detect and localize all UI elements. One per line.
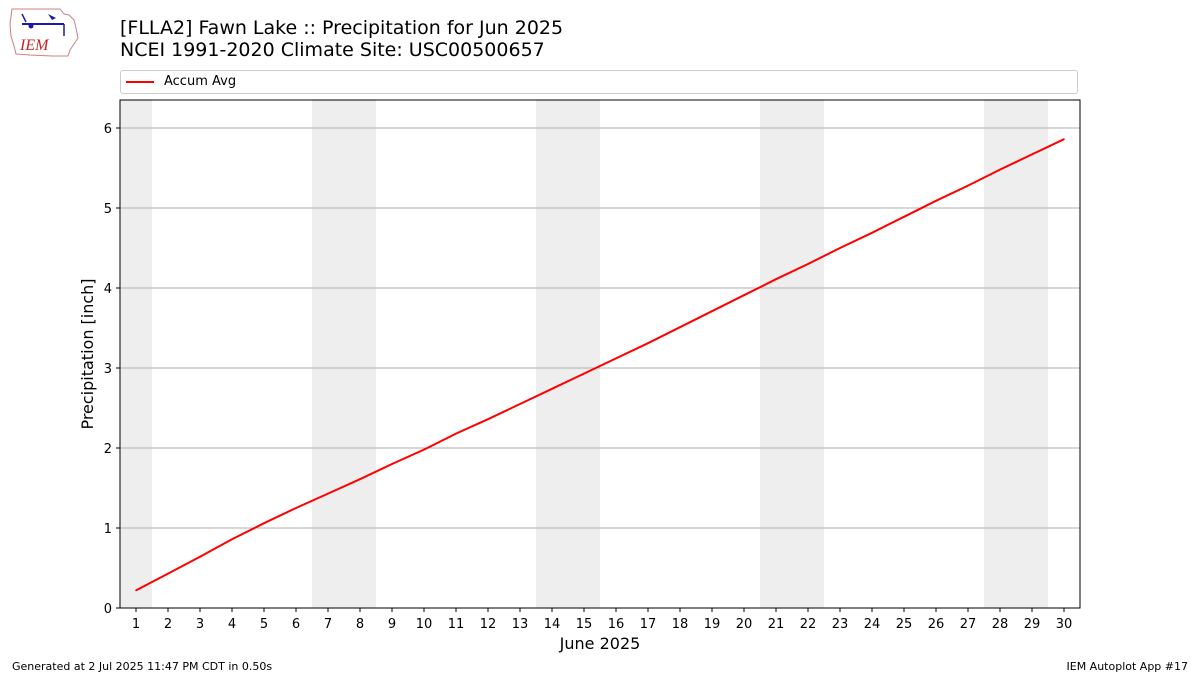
data-point (967, 184, 969, 187)
data-point (615, 357, 617, 360)
x-tick-label: 5 (260, 617, 268, 632)
data-point (135, 589, 137, 592)
data-point (647, 342, 649, 345)
weekend-band (792, 100, 824, 608)
weekend-band (312, 100, 344, 608)
data-point (999, 168, 1001, 171)
x-tick-label: 1 (132, 617, 140, 632)
x-tick-label: 27 (960, 617, 977, 632)
data-point (519, 403, 521, 405)
data-point (295, 507, 297, 509)
data-point (679, 326, 681, 329)
x-tick-label: 30 (1056, 617, 1073, 632)
x-tick-label: 13 (512, 617, 529, 632)
x-tick-label: 22 (800, 617, 817, 632)
data-point (231, 538, 233, 540)
y-tick-label: 0 (104, 602, 112, 617)
chart-subtitle: NCEI 1991-2020 Climate Site: USC00500657 (120, 39, 545, 61)
data-point (839, 247, 841, 249)
plot-frame (119, 99, 1081, 609)
x-tick-label: 4 (228, 617, 236, 632)
chart-title: [FLLA2] Fawn Lake :: Precipitation for J… (120, 17, 564, 39)
legend-label: Accum Avg (164, 74, 237, 89)
x-tick-label: 20 (736, 617, 753, 632)
y-tick-label: 3 (104, 362, 112, 377)
app-credit: IEM Autoplot App #17 (1066, 660, 1189, 673)
x-tick-label: 2 (164, 617, 172, 632)
x-tick-label: 17 (640, 617, 657, 632)
x-tick-label: 8 (356, 617, 364, 632)
y-tick-label: 2 (104, 442, 112, 457)
data-point (775, 278, 777, 281)
x-tick-label: 6 (292, 617, 300, 632)
x-tick-label: 16 (608, 617, 625, 632)
data-point (327, 492, 329, 495)
weekend-band (760, 100, 792, 608)
data-point (423, 448, 425, 451)
iem-logo: IEM (9, 8, 79, 57)
series-line-accum-avg (135, 138, 1065, 592)
x-tick-label: 12 (480, 617, 497, 632)
data-point (807, 263, 809, 265)
data-point (1063, 138, 1065, 140)
data-point (455, 432, 457, 435)
y-tick-label: 6 (104, 122, 112, 137)
data-point (711, 310, 713, 313)
weekend-band (536, 100, 568, 608)
weekend-band (344, 100, 376, 608)
data-point (743, 294, 745, 297)
x-tick-label: 28 (992, 617, 1009, 632)
weekend-band (984, 100, 1016, 608)
data-point (263, 522, 265, 524)
x-tick-label: 11 (448, 617, 465, 632)
logo-text: IEM (19, 37, 50, 54)
y-tick-label: 5 (104, 202, 112, 217)
data-point (583, 372, 585, 375)
x-tick-label: 15 (576, 617, 593, 632)
x-tick-label: 14 (544, 617, 561, 632)
x-tick-label: 3 (196, 617, 204, 632)
x-tick-label: 19 (704, 617, 721, 632)
x-tick-label: 10 (416, 617, 433, 632)
weekend-band (1016, 100, 1048, 608)
generated-timestamp: Generated at 2 Jul 2025 11:47 PM CDT in … (12, 660, 273, 673)
x-tick-label: 29 (1024, 617, 1041, 632)
y-axis-label: Precipitation [inch] (78, 278, 97, 429)
x-tick-label: 9 (388, 617, 396, 632)
data-point (551, 388, 553, 390)
legend: Accum Avg (120, 70, 1078, 94)
data-point (487, 418, 489, 421)
weekend-band (120, 100, 152, 608)
x-tick-label: 18 (672, 617, 689, 632)
data-point (935, 200, 937, 202)
weekend-band (568, 100, 600, 608)
data-point (903, 216, 905, 218)
x-tick-label: 21 (768, 617, 785, 632)
x-tick-label: 25 (896, 617, 913, 632)
y-tick-label: 1 (104, 522, 112, 537)
y-tick-label: 4 (104, 282, 112, 297)
data-point (359, 478, 361, 481)
x-tick-label: 7 (324, 617, 332, 632)
x-axis-label: June 2025 (559, 634, 641, 653)
x-tick-label: 23 (832, 617, 849, 632)
data-point (1031, 153, 1033, 156)
data-point (871, 232, 873, 234)
data-point (167, 572, 169, 575)
data-point (199, 556, 201, 558)
x-tick-label: 24 (864, 617, 881, 632)
x-tick-label: 26 (928, 617, 945, 632)
data-point (391, 463, 393, 465)
legend-line-swatch (126, 81, 154, 83)
